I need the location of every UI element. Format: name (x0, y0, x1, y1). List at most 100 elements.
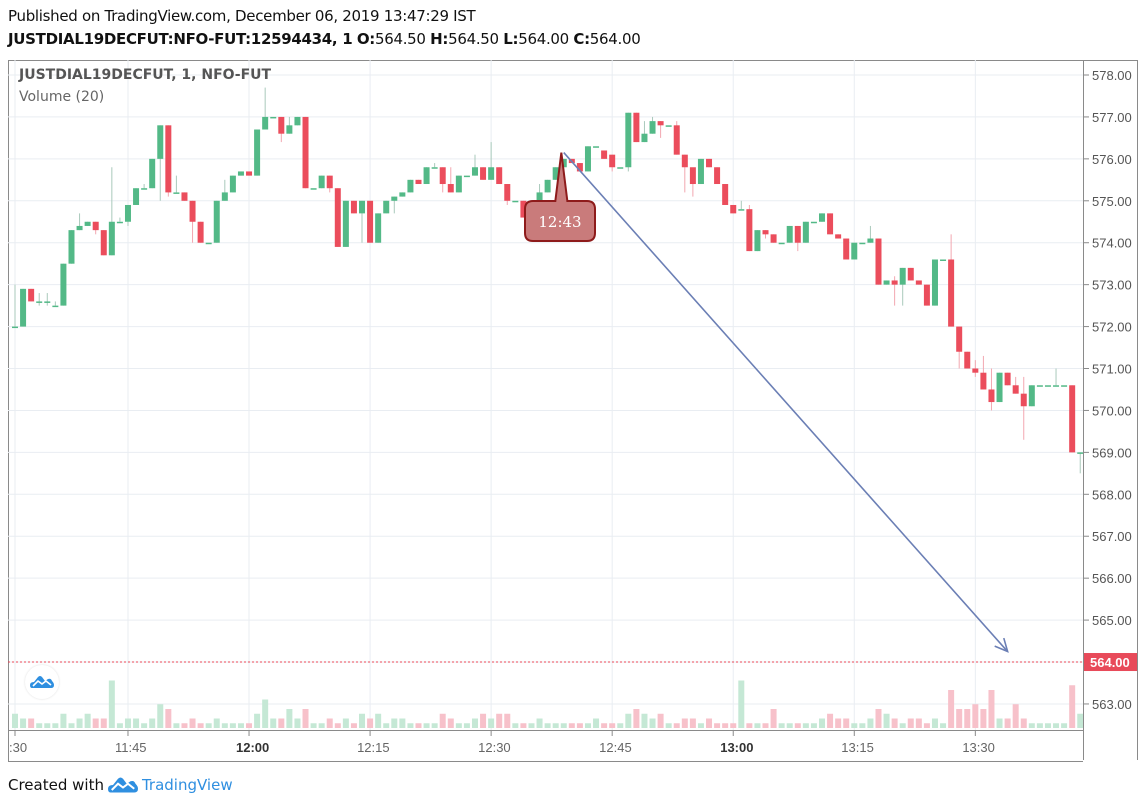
volume-bar (92, 718, 99, 728)
candle-up (471, 167, 478, 176)
volume-bar (754, 723, 761, 728)
price-tick-label: 577.00 (1092, 110, 1132, 125)
candle-up (12, 326, 18, 329)
candle-up (931, 259, 938, 306)
candle-up (407, 179, 414, 193)
candle-up (262, 116, 269, 130)
volume-bar (213, 718, 220, 728)
candle-up (940, 259, 947, 261)
price-tick-label: 574.00 (1092, 236, 1132, 251)
candle-up (625, 112, 632, 168)
volume-bar (262, 699, 269, 728)
candle-up (593, 146, 600, 148)
price-tick-label: 566.00 (1092, 571, 1132, 586)
volume-bar (480, 713, 487, 728)
volume-bar (568, 723, 575, 728)
volume-bar (76, 718, 83, 728)
tradingview-link[interactable]: TradingView (141, 776, 233, 794)
candle-up (697, 158, 704, 185)
volume-bar (819, 718, 825, 728)
candle-up (133, 188, 140, 205)
candle-up (649, 121, 656, 134)
candle-up (229, 175, 236, 193)
candle-up (899, 267, 906, 285)
candle-down (601, 150, 608, 159)
volume-bar (560, 723, 567, 728)
candle-up (754, 230, 761, 252)
volume-bar (778, 723, 785, 728)
volume-bar (423, 723, 430, 728)
volume-bar (827, 713, 834, 728)
candle-down (891, 280, 898, 285)
volume-bar (471, 718, 478, 728)
volume-bar (326, 718, 333, 728)
volume-bar (44, 723, 51, 728)
candle-down (956, 326, 963, 352)
candle-up (1053, 385, 1060, 387)
candle-up (157, 125, 164, 159)
volume-bar (673, 723, 680, 728)
volume-bar (133, 718, 140, 728)
volume-bar (229, 723, 236, 728)
tradingview-watermark[interactable] (25, 665, 59, 699)
tradingview-logo-icon (30, 676, 54, 688)
time-tick-label: 12:30 (478, 740, 511, 755)
low-label: L: (503, 30, 519, 48)
candle-down (165, 125, 172, 193)
volume-bar (342, 718, 349, 728)
volume-bar (189, 718, 196, 728)
candle-down (302, 116, 309, 189)
volume-bar (923, 723, 930, 728)
candle-up (867, 238, 874, 243)
price-tick-label: 567.00 (1092, 529, 1132, 544)
price-tick-label: 572.00 (1092, 320, 1132, 335)
price-tick-label: 563.00 (1092, 697, 1132, 712)
open-value: 564.50 (374, 30, 426, 48)
candle-up (641, 133, 648, 143)
volume-bar (302, 709, 309, 728)
candle-up (463, 175, 470, 178)
published-line: Published on TradingView.com, December 0… (8, 7, 476, 25)
volume-bar (762, 723, 769, 728)
candle-up (738, 209, 745, 211)
candle-down (633, 112, 640, 143)
price-axis[interactable]: 578.00 577.00 576.00 575.00 574.00 573.00 572.… (1083, 60, 1138, 760)
candle-up (399, 192, 406, 197)
volume-bar (835, 718, 842, 728)
candle-down (350, 200, 357, 214)
volume-bar (116, 723, 123, 728)
tradingview-logo-icon (107, 777, 138, 793)
candle-up (536, 192, 543, 201)
candle-up (1077, 452, 1083, 454)
volume-bar (286, 709, 293, 728)
candle-down (907, 267, 914, 281)
volume-bar (28, 718, 35, 728)
candle-up (883, 280, 890, 285)
volume-bar (948, 690, 955, 728)
candle-down (964, 351, 971, 369)
volume-bar (1061, 723, 1068, 728)
candle-up (391, 196, 398, 201)
volume-bar (1044, 723, 1051, 728)
chart-legend-title[interactable]: JUSTDIAL19DECFUT, 1, NFO-FUT (19, 67, 272, 83)
volume-bar (350, 723, 357, 728)
volume-bar (988, 690, 995, 728)
time-tick-label: 12:00 (236, 740, 269, 755)
time-tick-label: :30 (9, 740, 27, 755)
price-chart[interactable]: 12:43 (8, 60, 1083, 730)
volume-bar (294, 718, 301, 728)
volume-bar (649, 718, 656, 728)
candle-up (213, 200, 220, 243)
volume-bar (205, 723, 212, 728)
candle-down (447, 184, 454, 193)
candle-up (665, 125, 672, 127)
candle-down (520, 200, 527, 218)
candle-up (286, 125, 293, 134)
volume-bar (1012, 704, 1019, 728)
time-axis[interactable]: :30 11:45 12:00 12:15 12:30 12:45 13:00 13:15 13… (8, 730, 1083, 762)
ohlc-line: JUSTDIAL19DECFUT:NFO-FUT:12594434, 1 O:5… (8, 30, 641, 48)
volume-legend[interactable]: Volume (20) (19, 89, 105, 105)
candle-up (423, 167, 430, 185)
volume-bar (60, 713, 67, 728)
candle-down (480, 167, 487, 180)
